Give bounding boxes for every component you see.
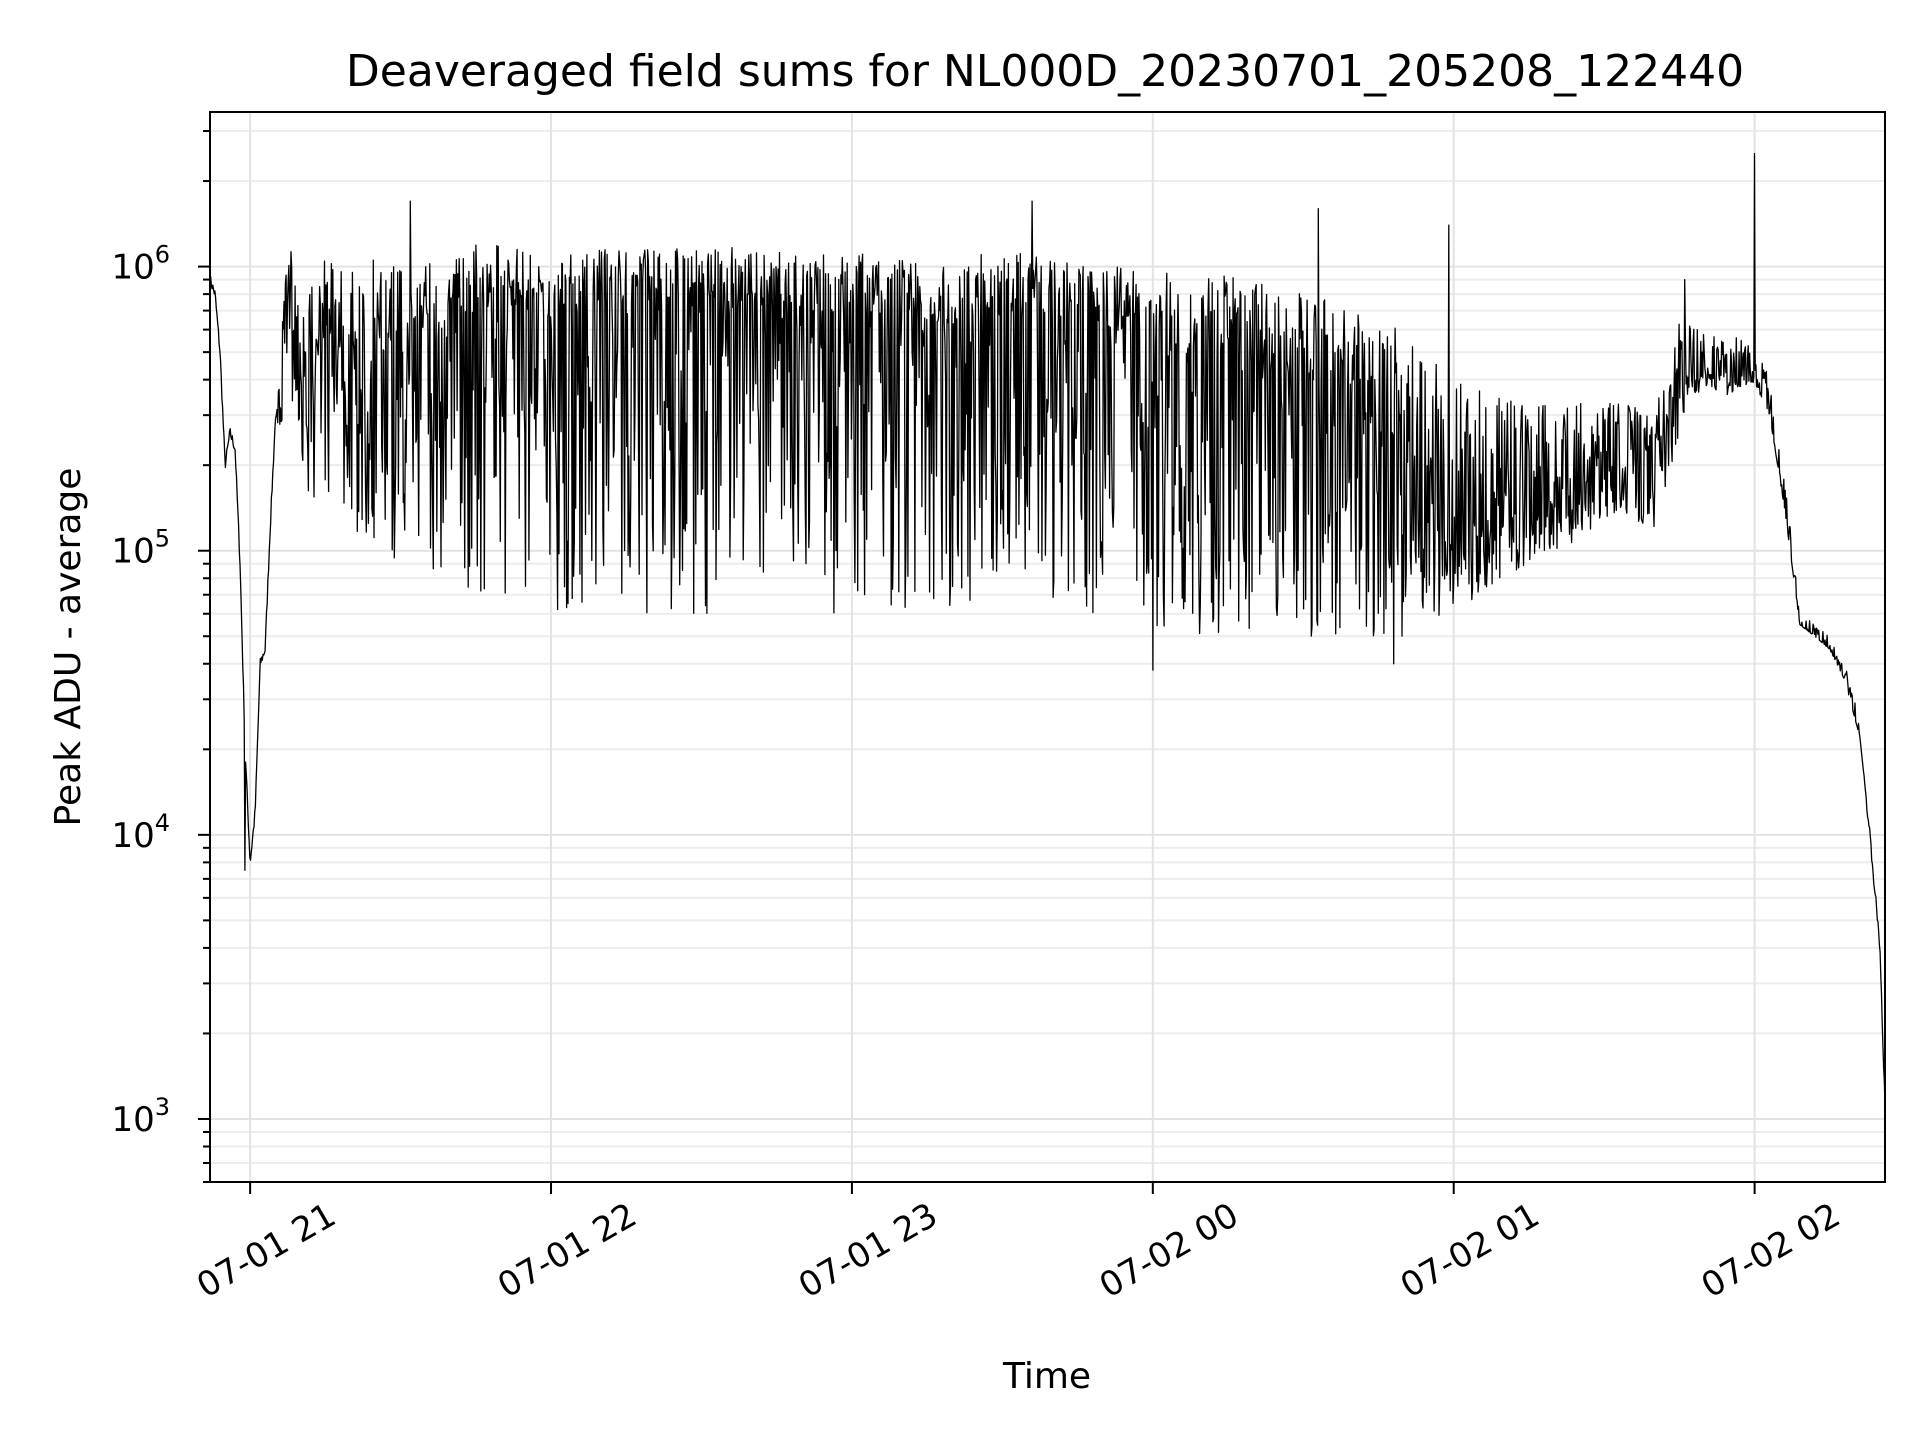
chart-title: Deaveraged field sums for NL000D_2023070… bbox=[346, 46, 1744, 97]
grid bbox=[210, 112, 1885, 1183]
x-axis-label: Time bbox=[1002, 1356, 1091, 1397]
plot-series bbox=[209, 152, 1886, 1107]
y-tick-label: 104 bbox=[111, 809, 170, 856]
y-tick-label: 106 bbox=[111, 241, 170, 288]
plot-frame bbox=[209, 111, 1886, 1183]
y-tick-label: 105 bbox=[111, 525, 170, 572]
y-axis-ticks: 103 104 105 106 bbox=[111, 130, 210, 1183]
series-line bbox=[209, 152, 1886, 1107]
y-tick-label: 103 bbox=[111, 1093, 170, 1140]
y-axis-label: Peak ADU - average bbox=[48, 468, 89, 827]
